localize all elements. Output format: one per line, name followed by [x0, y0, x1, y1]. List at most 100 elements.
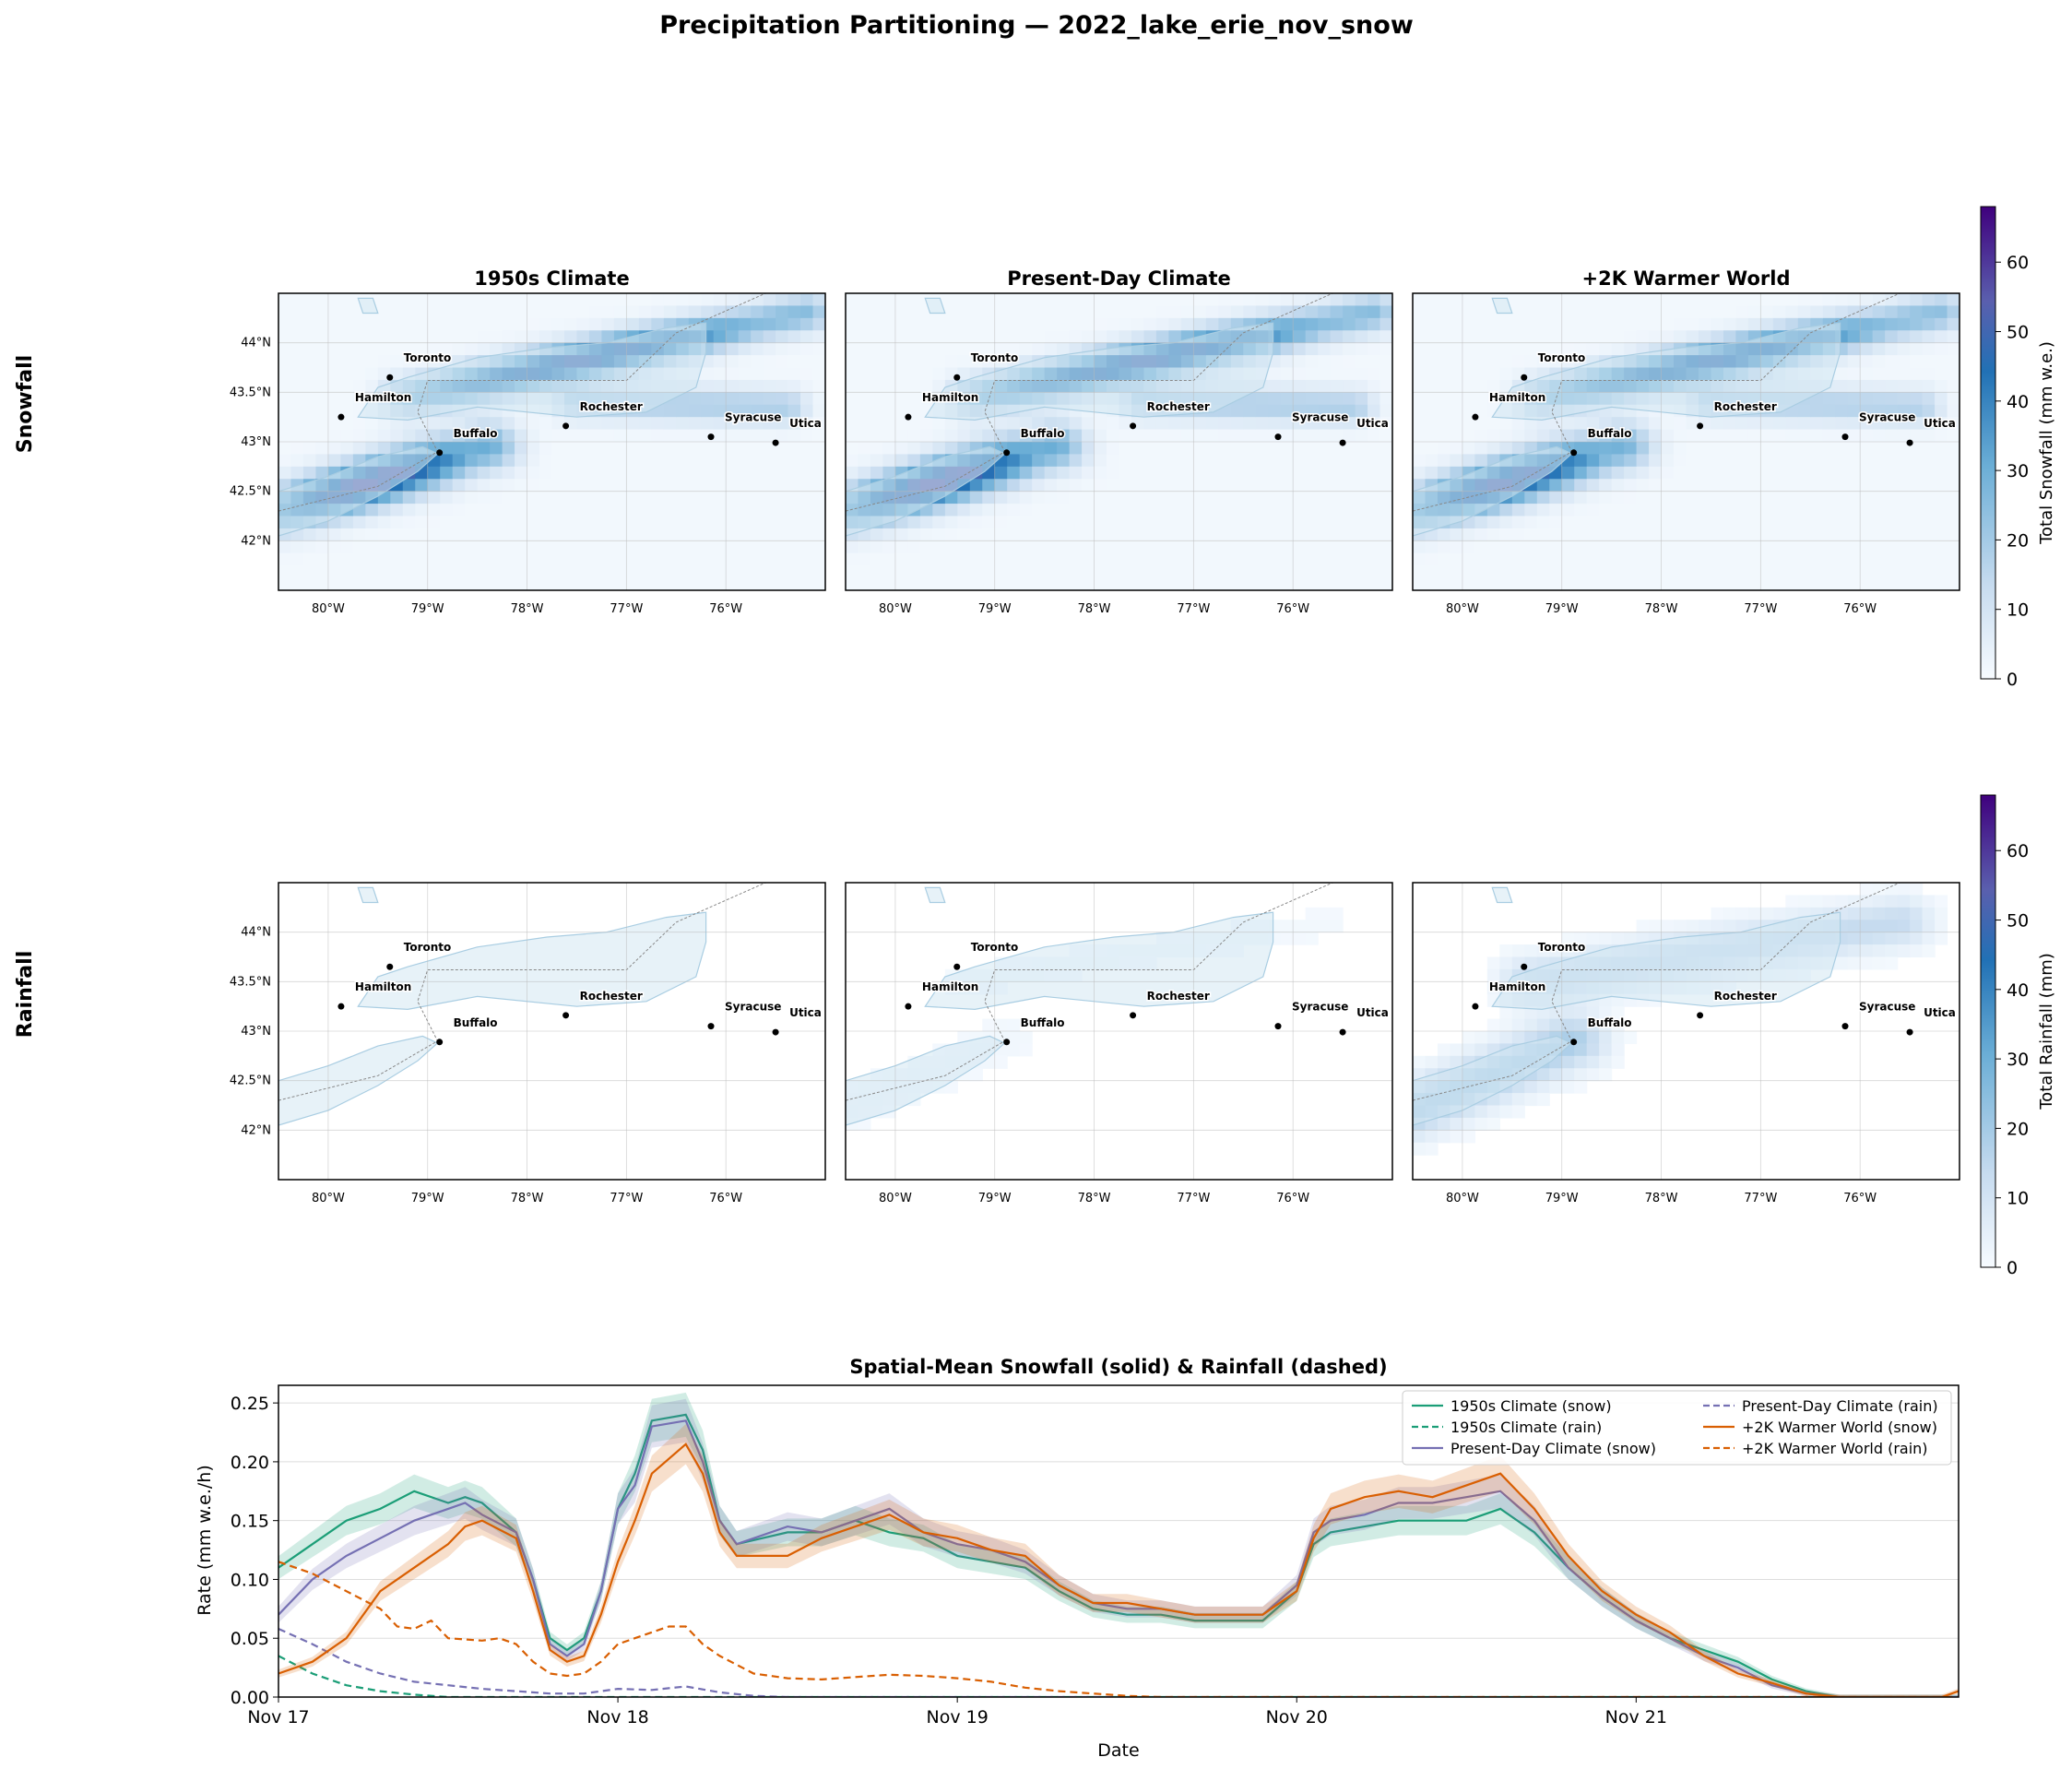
lake-outline [924, 911, 1274, 1011]
map-cell [1797, 504, 1811, 517]
map-cell [1599, 479, 1613, 493]
map-cell [1698, 293, 1712, 307]
map-cell [1810, 429, 1824, 443]
map-cell [1330, 479, 1344, 493]
map-cell [551, 466, 565, 480]
map-cell [1280, 342, 1294, 356]
map-cell [1735, 317, 1749, 331]
map-cell [663, 516, 677, 529]
map-cell [1847, 565, 1861, 579]
map-cell [1007, 552, 1021, 566]
map-cell [1785, 442, 1799, 456]
map-cell [787, 454, 801, 468]
map-cell [1462, 1130, 1475, 1144]
map-cell [427, 355, 441, 369]
map-cell [452, 528, 466, 541]
city-label: Buffalo [1021, 1016, 1065, 1029]
map-cell [932, 504, 946, 517]
map-cell [515, 442, 528, 456]
map-cell [352, 379, 366, 393]
map-cell [1437, 442, 1451, 456]
city-label: Utica [1924, 1006, 1956, 1019]
map-cell [800, 367, 814, 381]
map-cell [1785, 491, 1799, 505]
map-cell [1305, 920, 1319, 933]
map-cell [1019, 479, 1033, 493]
map-cell [1413, 565, 1427, 579]
map-cell [465, 504, 479, 517]
map-cell [1094, 540, 1107, 554]
map-cell [1935, 577, 1948, 590]
map-cell [969, 565, 983, 579]
map-cell [1119, 479, 1132, 493]
map-cell [1935, 479, 1948, 493]
map-cell [515, 516, 528, 529]
map-cell [1057, 516, 1071, 529]
map-cell [994, 552, 1008, 566]
map-cell [1661, 528, 1675, 541]
map-cell [1379, 516, 1392, 529]
map-cell [676, 293, 690, 307]
map-cell [539, 491, 553, 505]
map-cell [800, 293, 814, 307]
map-cell [1574, 417, 1588, 431]
map-cell [894, 552, 908, 566]
map-cell [1425, 355, 1439, 369]
map-cell [1935, 895, 1948, 908]
map-cell [1450, 305, 1463, 319]
map-cell [1872, 944, 1886, 958]
map-cell [1797, 293, 1811, 307]
map-cell [919, 552, 933, 566]
map-cell [846, 466, 859, 480]
map-cell [726, 565, 740, 579]
map-cell [452, 491, 466, 505]
map-cell [1044, 540, 1058, 554]
map-cell [738, 379, 752, 393]
map-cell [415, 317, 429, 331]
map-cell [763, 305, 776, 319]
map-cell [1486, 516, 1500, 529]
map-cell [1193, 516, 1207, 529]
map-cell [638, 466, 652, 480]
map-cell [846, 540, 859, 554]
map-cell [1847, 516, 1861, 529]
map-cell [302, 528, 317, 541]
map-cell [1860, 883, 1874, 896]
map-cell [440, 565, 454, 579]
map-cell [1318, 417, 1332, 431]
map-cell [1082, 330, 1095, 344]
map-cell [278, 342, 292, 356]
map-cell [1293, 565, 1307, 579]
map-cell [626, 479, 640, 493]
map-cell [1536, 293, 1550, 307]
map-cell [1561, 1080, 1575, 1094]
map-cell [1524, 1018, 1538, 1032]
map-cell [563, 317, 578, 331]
map-cell [846, 392, 859, 406]
map-cell [539, 293, 553, 307]
map-cell [1280, 577, 1294, 590]
lake-outline [357, 911, 707, 1011]
map-cell [1082, 491, 1095, 505]
map-cell [1649, 516, 1663, 529]
map-cell [1760, 504, 1774, 517]
map-cell [1511, 577, 1525, 590]
map-cell [713, 442, 727, 456]
map-cell [907, 342, 921, 356]
map-cell [1019, 454, 1033, 468]
map-cell [1536, 944, 1550, 958]
map-cell [1318, 454, 1332, 468]
city-marker [905, 413, 912, 421]
map-cell [1007, 355, 1021, 369]
map-cell [994, 305, 1008, 319]
map-cell [1711, 552, 1724, 566]
map-cell [1437, 429, 1451, 443]
map-cell [377, 305, 391, 319]
map-cell [1935, 293, 1948, 307]
map-cell [676, 552, 690, 566]
map-cell [452, 577, 466, 590]
map-cell [1007, 491, 1021, 505]
map-cell [1318, 367, 1332, 381]
map-cell [1561, 944, 1575, 958]
